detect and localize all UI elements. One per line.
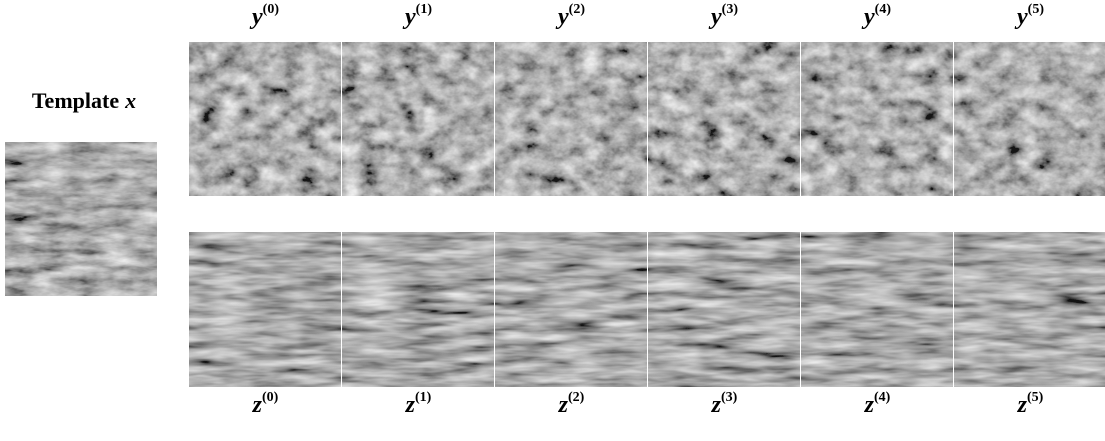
superscript: (2): [568, 390, 585, 405]
superscript: (0): [263, 2, 280, 17]
image-texture: [342, 232, 494, 387]
template-label: Template x: [32, 88, 136, 113]
texture-image: [801, 232, 953, 387]
superscript: (3): [722, 2, 739, 17]
texture-image: [189, 42, 341, 196]
z-label: z(4): [864, 390, 891, 418]
symbol: z: [1017, 392, 1028, 418]
y-label: y(4): [861, 2, 891, 30]
image-texture: [5, 142, 157, 296]
texture-image: [495, 42, 647, 196]
z-label: z(2): [558, 390, 585, 418]
symbol: y: [555, 4, 569, 30]
superscript: (5): [1027, 390, 1044, 405]
superscript: (1): [416, 2, 433, 17]
image-texture: [495, 232, 647, 387]
texture-image: [648, 42, 800, 196]
symbol: z: [558, 392, 569, 418]
texture-image: [495, 232, 647, 387]
superscript: (5): [1028, 2, 1045, 17]
texture-image: [954, 232, 1105, 387]
image-texture: [648, 42, 800, 196]
texture-image: [342, 232, 494, 387]
z-label: z(3): [711, 390, 738, 418]
symbol: y: [402, 4, 416, 30]
symbol: y: [861, 4, 875, 30]
superscript: (4): [875, 2, 892, 17]
texture-image: [5, 142, 157, 296]
texture-image: [189, 232, 341, 387]
symbol: z: [864, 392, 875, 418]
y-label: y(5): [1014, 2, 1044, 30]
superscript: (1): [415, 390, 432, 405]
y-label: y(1): [402, 2, 432, 30]
symbol: y: [708, 4, 722, 30]
image-texture: [342, 42, 494, 196]
superscript: (3): [721, 390, 738, 405]
image-texture: [801, 42, 953, 196]
symbol: z: [711, 392, 722, 418]
image-texture: [954, 232, 1105, 387]
images: [5, 42, 1105, 387]
image-texture: [954, 42, 1105, 196]
z-label: z(5): [1017, 390, 1044, 418]
superscript: (4): [874, 390, 891, 405]
y-label: y(3): [708, 2, 738, 30]
z-label: z(0): [252, 390, 279, 418]
z-label: z(1): [405, 390, 432, 418]
texture-image: [342, 42, 494, 196]
image-texture: [801, 232, 953, 387]
symbol: y: [1014, 4, 1028, 30]
image-texture: [189, 232, 341, 387]
texture-image: [954, 42, 1105, 196]
superscript: (0): [262, 390, 279, 405]
y-label: y(2): [555, 2, 585, 30]
symbol: z: [405, 392, 416, 418]
texture-image: [801, 42, 953, 196]
y-label: y(0): [249, 2, 279, 30]
symbol: z: [252, 392, 263, 418]
template-symbol: x: [124, 88, 136, 113]
symbol: y: [249, 4, 263, 30]
template-word: Template: [32, 88, 119, 113]
texture-image: [648, 232, 800, 387]
superscript: (2): [569, 2, 586, 17]
image-texture: [495, 42, 647, 196]
image-texture: [189, 42, 341, 196]
labels: Template xy(0) y(1) y(2) y(3) y(4) y(5)z(0) z(1…: [32, 2, 1044, 418]
image-texture: [648, 232, 800, 387]
